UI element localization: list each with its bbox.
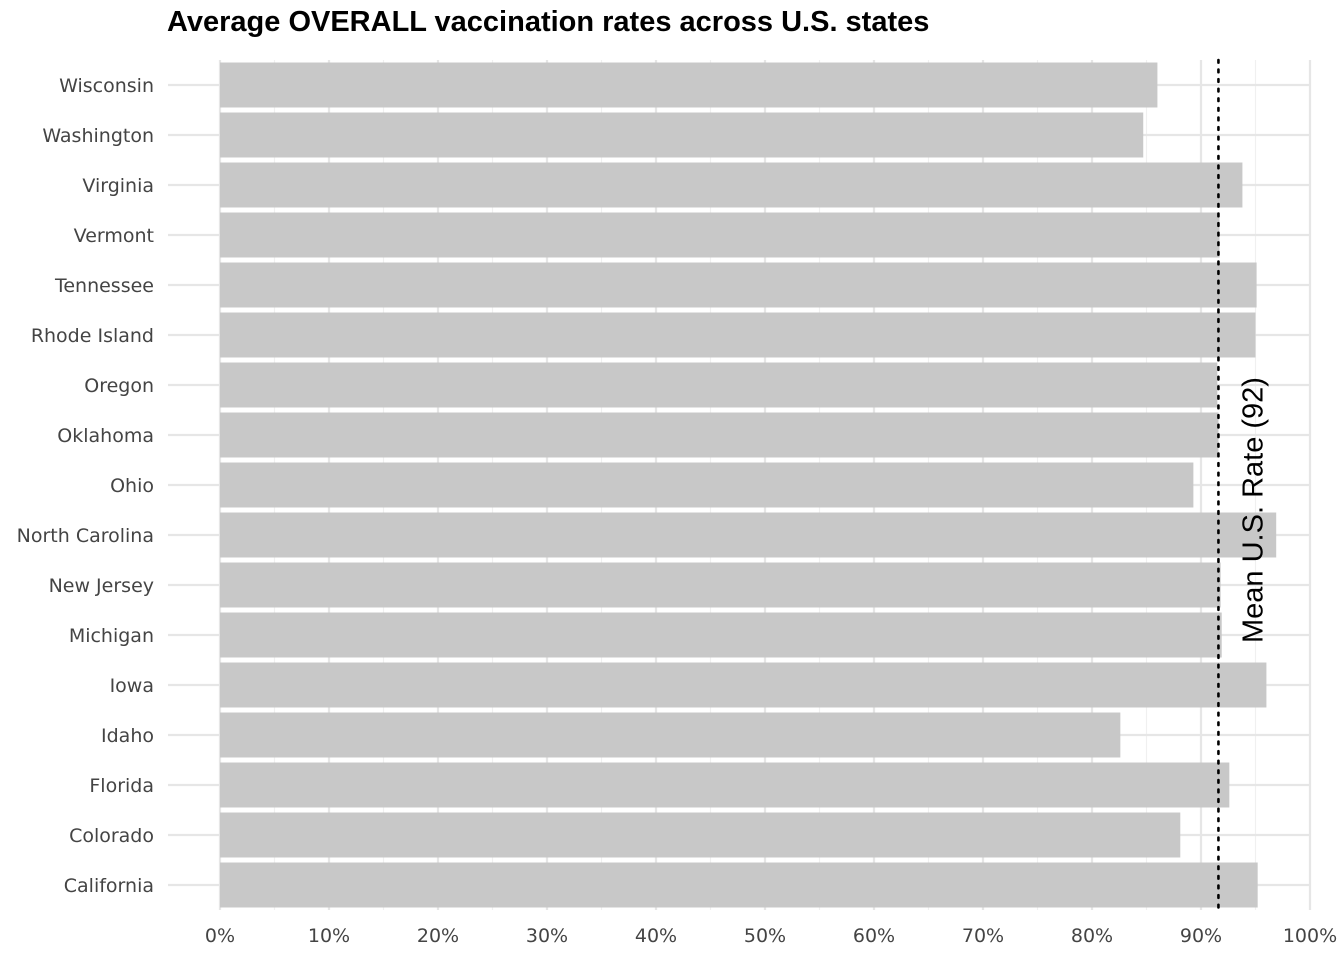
y-tick-label: Florida (89, 775, 154, 797)
x-tick-label: 30% (526, 925, 568, 947)
x-tick-label: 0% (205, 925, 235, 947)
bar-rhode-island (220, 312, 1256, 358)
chart-title: Average OVERALL vaccination rates across… (167, 6, 930, 38)
x-tick-label: 90% (1180, 925, 1222, 947)
y-tick-label: Tennessee (54, 275, 154, 297)
bar-virginia (220, 162, 1243, 208)
bar-ohio (220, 462, 1194, 508)
y-tick-label: Colorado (69, 825, 154, 847)
bar-california (220, 862, 1258, 908)
bar-vermont (220, 212, 1220, 258)
bar-iowa (220, 662, 1267, 708)
y-tick-label: Wisconsin (59, 75, 154, 97)
bar-wisconsin (220, 62, 1158, 108)
y-tick-label: Virginia (82, 175, 154, 197)
bar-tennessee (220, 262, 1257, 308)
y-tick-label: Idaho (101, 725, 154, 747)
y-tick-label: Washington (42, 125, 154, 147)
x-tick-label: 20% (417, 925, 459, 947)
bar-oklahoma (220, 412, 1219, 458)
y-tick-label: Oregon (84, 375, 154, 397)
y-tick-label: Michigan (69, 625, 154, 647)
bar-washington (220, 112, 1144, 158)
x-tick-label: 80% (1071, 925, 1113, 947)
bar-north-carolina (220, 512, 1277, 558)
x-tick-label: 10% (308, 925, 350, 947)
x-tick-label: 70% (962, 925, 1004, 947)
y-tick-label: Rhode Island (31, 325, 154, 347)
mean-line-label: Mean U.S. Rate (92) (1237, 377, 1269, 643)
mean-reference-line: Mean U.S. Rate (92) (1217, 58, 1269, 912)
y-tick-label: Ohio (110, 475, 154, 497)
x-tick-label: 50% (744, 925, 786, 947)
y-tick-label: California (64, 875, 154, 897)
y-tick-label: Iowa (110, 675, 154, 697)
bar-colorado (220, 812, 1181, 858)
bar-florida (220, 762, 1230, 808)
y-tick-label: Oklahoma (57, 425, 154, 447)
bars (220, 62, 1277, 908)
x-tick-label: 100% (1283, 925, 1337, 947)
bar-idaho (220, 712, 1121, 758)
bar-michigan (220, 612, 1222, 658)
y-tick-labels: California Colorado Florida Idaho Iowa Michig… (17, 75, 154, 897)
bar-new-jersey (220, 562, 1221, 608)
y-tick-label: Vermont (74, 225, 154, 247)
bar-oregon (220, 362, 1218, 408)
x-tick-labels: 0% 10% 20% 30% 40% 50% 60% 70% 80% 90% 100% (205, 925, 1337, 947)
x-tick-label: 40% (635, 925, 677, 947)
y-tick-label: North Carolina (17, 525, 154, 547)
x-tick-label: 60% (853, 925, 895, 947)
y-tick-label: New Jersey (49, 575, 154, 597)
